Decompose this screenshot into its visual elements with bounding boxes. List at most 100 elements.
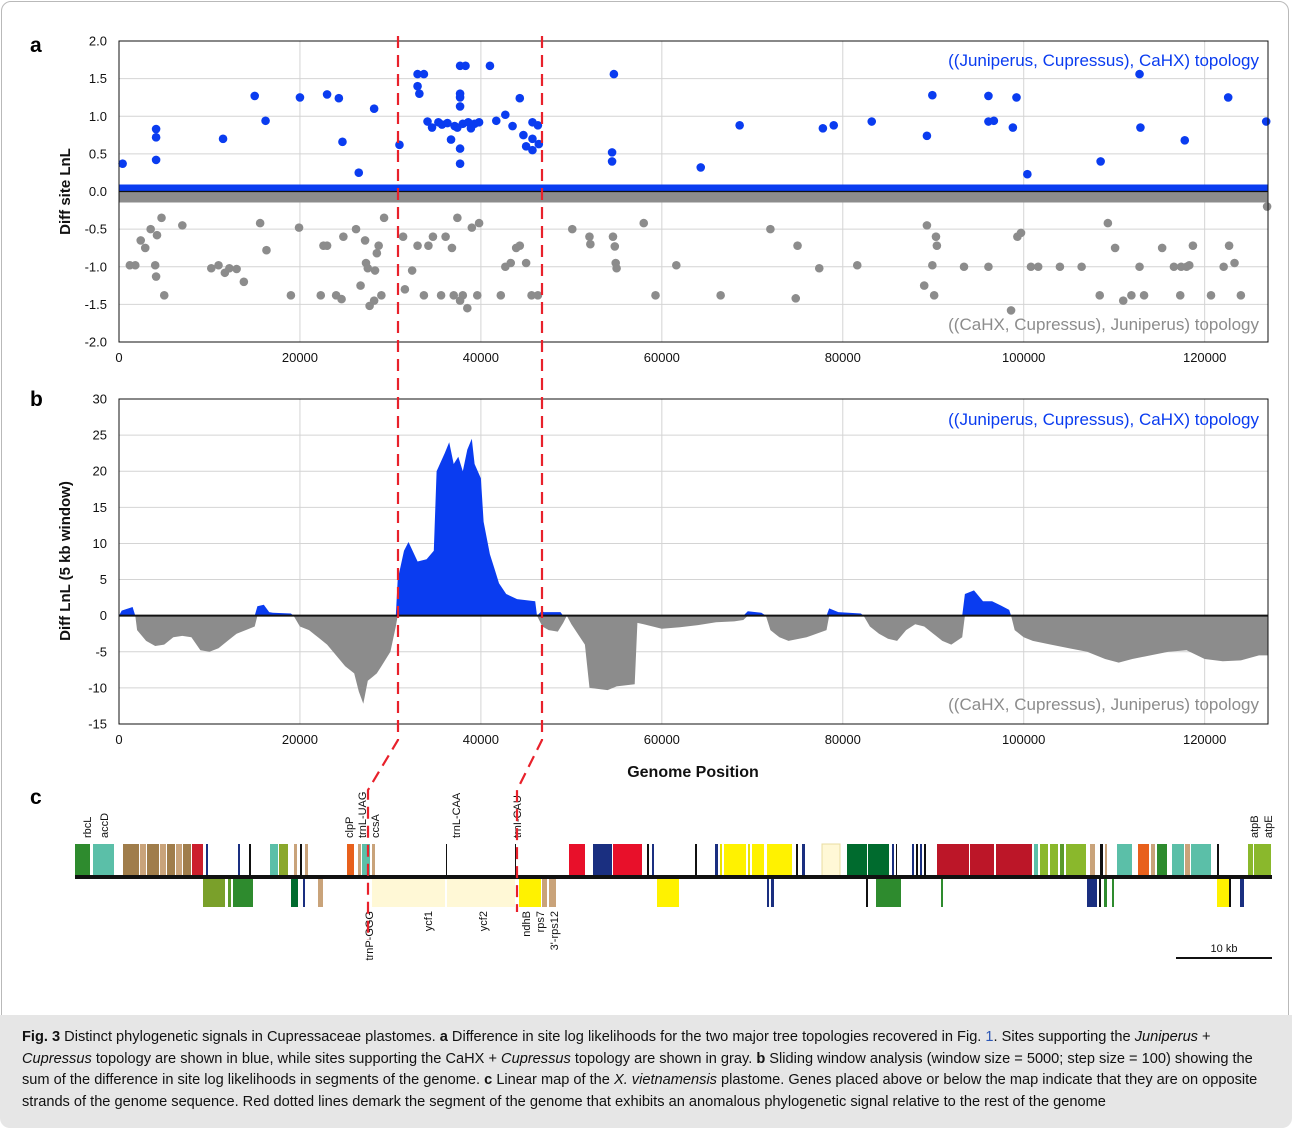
panel-letter-c: c — [30, 786, 42, 809]
site-point-juniperus — [455, 93, 465, 102]
panel-b-y-tick-label: 10 — [93, 536, 107, 551]
gene-block — [1090, 844, 1095, 877]
gene-block — [569, 844, 585, 877]
gene-block — [715, 844, 718, 877]
gene-block — [291, 879, 298, 907]
panel-b-x-tick-label: 60000 — [644, 732, 680, 747]
site-point-cahx — [370, 266, 380, 275]
site-point-cahx — [360, 236, 370, 245]
gene-map-bottom-strand — [203, 879, 1244, 907]
gene-block — [318, 879, 323, 907]
site-point-cahx — [1262, 202, 1272, 211]
caption-italic: Cupressus — [22, 1050, 92, 1067]
site-point-juniperus — [922, 131, 932, 141]
site-point-cahx — [151, 272, 161, 281]
site-point-juniperus — [455, 144, 465, 153]
site-point-juniperus — [322, 90, 332, 99]
site-point-cahx — [919, 281, 929, 290]
gene-block — [1172, 844, 1184, 877]
caption-text: Linear map of the — [492, 1072, 614, 1088]
gene-block — [996, 844, 1032, 877]
site-point-cahx — [610, 242, 620, 251]
panel-b-x-tick-label: 120000 — [1183, 732, 1226, 747]
anomalous-segment-demarcation — [366, 36, 544, 940]
site-point-cahx — [1206, 291, 1216, 300]
site-point-juniperus — [1023, 169, 1032, 179]
panel-a-y-tick-label: -2.0 — [85, 335, 107, 350]
site-point-juniperus — [1012, 93, 1021, 102]
panel-c-gene-map: rbcL accD clpP trnL-UAG ccsA trnL-CAA trnI-CAU… — [75, 792, 1275, 961]
site-point-cahx — [1236, 291, 1246, 300]
site-point-juniperus — [354, 168, 364, 177]
gene-block — [720, 844, 722, 877]
panel-b-x-tick-label: 100000 — [1002, 732, 1045, 747]
site-point-cahx — [337, 294, 346, 304]
panel-b-y-tick-label: -5 — [95, 644, 107, 659]
site-point-juniperus — [735, 120, 744, 130]
site-point-juniperus — [984, 91, 993, 101]
gene-label-top: atpE — [1263, 815, 1275, 838]
gene-block — [748, 844, 750, 877]
site-point-juniperus — [528, 145, 537, 155]
panel-a-x-tick-label: 40000 — [463, 350, 499, 365]
panel-b-y-ticks: -15 -10 -5 0 5 10 15 20 25 30 — [88, 392, 107, 732]
site-point-juniperus — [295, 93, 305, 102]
site-point-cahx — [959, 262, 969, 272]
site-point-juniperus — [607, 157, 617, 166]
site-point-cahx — [424, 241, 433, 250]
panel-a-y-tick-label: 0.0 — [89, 184, 107, 199]
panel-b-legend-juniperus: ((Juniperus, Cupressus), CaHX) topology — [948, 410, 1259, 429]
site-point-cahx — [146, 224, 155, 234]
site-point-cahx — [567, 224, 577, 234]
gene-block — [1157, 844, 1167, 877]
panel-b-negative-area — [119, 615, 1268, 704]
caption-figure-ref-link[interactable]: 1 — [985, 1029, 994, 1045]
site-point-cahx — [419, 291, 429, 300]
site-point-cahx — [159, 291, 169, 300]
site-point-cahx — [716, 291, 725, 300]
site-point-juniperus — [696, 163, 706, 172]
site-point-juniperus — [151, 155, 161, 165]
demarcation-line-right — [515, 36, 544, 912]
gene-labels-top: rbcL accD clpP trnL-UAG ccsA trnL-CAA trnI-CAU… — [82, 792, 1275, 838]
gene-block — [1217, 879, 1230, 907]
site-point-cahx — [322, 241, 332, 250]
site-point-cahx — [356, 281, 365, 290]
caption-italic: Juniperus — [1134, 1029, 1198, 1045]
caption-text: . Sites supporting the — [993, 1029, 1135, 1045]
site-point-juniperus — [1136, 123, 1145, 132]
site-point-cahx — [1188, 241, 1198, 250]
site-point-cahx — [1230, 258, 1239, 268]
site-point-cahx — [1095, 291, 1105, 300]
demarcation-line-left — [366, 36, 400, 940]
site-point-juniperus — [521, 142, 531, 151]
gene-label-top: rbcL — [82, 817, 94, 838]
site-point-cahx — [441, 232, 450, 241]
gene-block — [1040, 844, 1048, 877]
site-point-cahx — [472, 291, 482, 300]
site-point-juniperus — [508, 121, 517, 131]
site-point-juniperus — [491, 116, 501, 126]
site-point-cahx — [178, 221, 187, 230]
gene-block — [123, 844, 139, 877]
baseline-band-negative — [119, 191, 1268, 203]
site-point-cahx — [929, 291, 939, 300]
gene-block — [937, 844, 969, 877]
site-point-cahx — [1077, 262, 1086, 272]
gene-block — [147, 844, 159, 877]
site-point-cahx — [521, 258, 531, 268]
site-point-juniperus — [250, 91, 260, 101]
site-point-cahx — [372, 248, 382, 258]
gene-block — [305, 844, 308, 877]
site-point-juniperus — [501, 110, 510, 120]
panel-a-y-tick-label: 2.0 — [89, 34, 107, 49]
gene-labels-bottom: trnP-GGG ycf1 ycf2 ndhB rps7 3'-rps12 — [364, 911, 561, 961]
site-point-cahx — [130, 260, 140, 270]
site-point-juniperus — [446, 135, 456, 144]
site-point-juniperus — [1135, 69, 1144, 79]
gene-block — [1191, 844, 1211, 877]
gene-label-top: atpB — [1249, 815, 1261, 838]
caption-fig-label: Fig. 3 — [22, 1029, 61, 1045]
gene-label-top: trnL-UAG — [357, 792, 369, 838]
site-point-cahx — [262, 245, 271, 255]
